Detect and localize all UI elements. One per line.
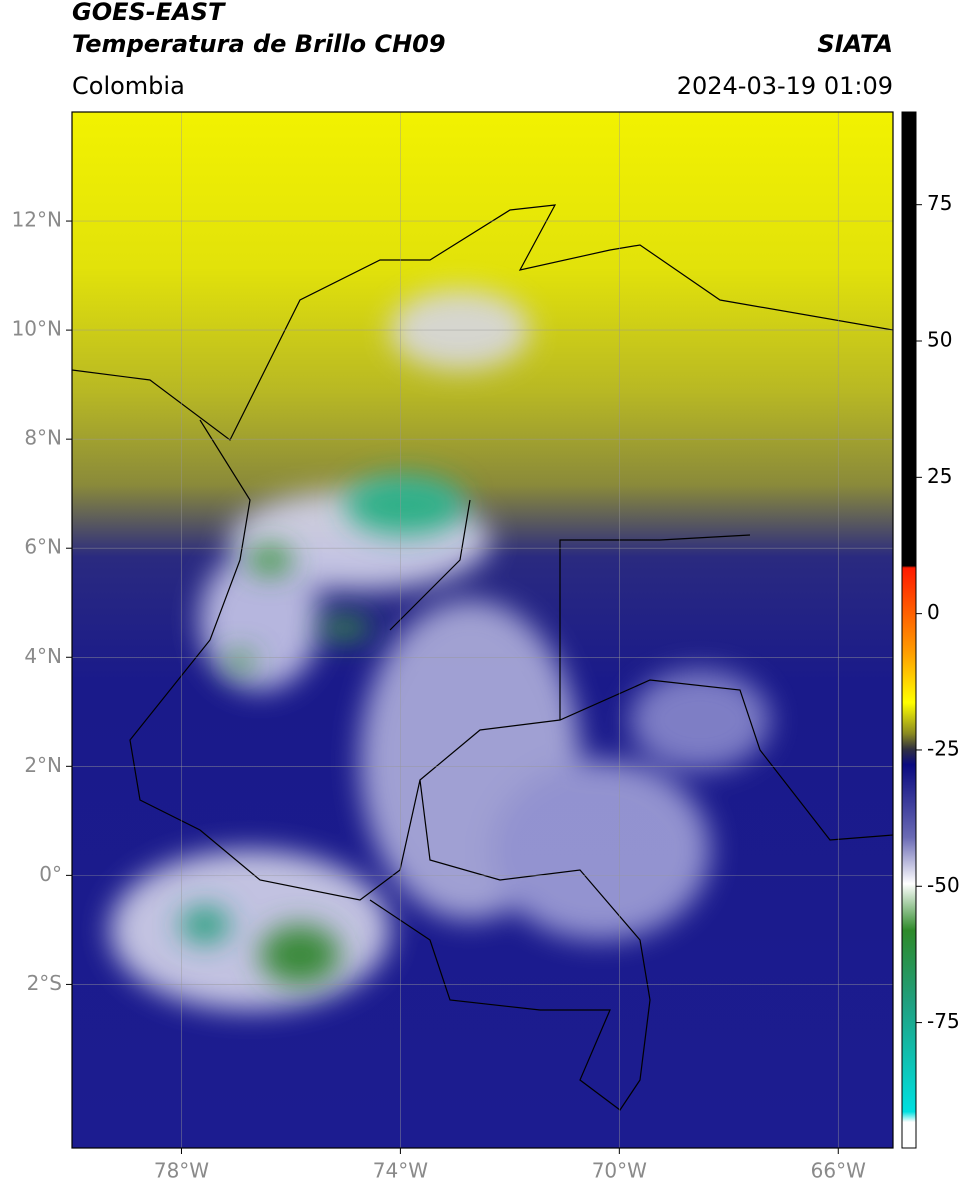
satellite-image [72, 112, 893, 1148]
y-tick-label: 2°S [27, 971, 62, 995]
title: GOES-EAST [72, 0, 226, 26]
x-tick-label: 66°W [811, 1159, 866, 1183]
y-tick-label: 10°N [12, 317, 62, 341]
colorbar-tick-label: 0 [927, 600, 940, 624]
y-tick-label: 6°N [24, 535, 62, 559]
colorbar-tick-label: 25 [927, 464, 952, 488]
colorbar-tick-label: -75 [927, 1009, 960, 1033]
y-tick-label: 4°N [24, 644, 62, 668]
map-frame [71, 111, 894, 1149]
x-tick-label: 74°W [373, 1159, 428, 1183]
y-tick-label: 0° [39, 862, 62, 886]
colorbar-tick-label: -50 [927, 873, 960, 897]
x-tick-label: 78°W [154, 1159, 209, 1183]
colorbar-tick-label: -25 [927, 736, 960, 760]
colorbar [901, 111, 917, 1149]
colorbar-tick-label: 75 [927, 191, 952, 215]
region: Colombia [72, 72, 185, 100]
y-tick-label: 2°N [24, 753, 62, 777]
source: SIATA [817, 30, 893, 58]
x-tick-label: 70°W [592, 1159, 647, 1183]
datetime: 2024-03-19 01:09 [677, 72, 893, 100]
y-tick-label: 8°N [24, 426, 62, 450]
subtitle: Temperatura de Brillo CH09 [72, 30, 446, 58]
y-tick-label: 12°N [12, 208, 62, 232]
colorbar-tick-label: 50 [927, 328, 952, 352]
